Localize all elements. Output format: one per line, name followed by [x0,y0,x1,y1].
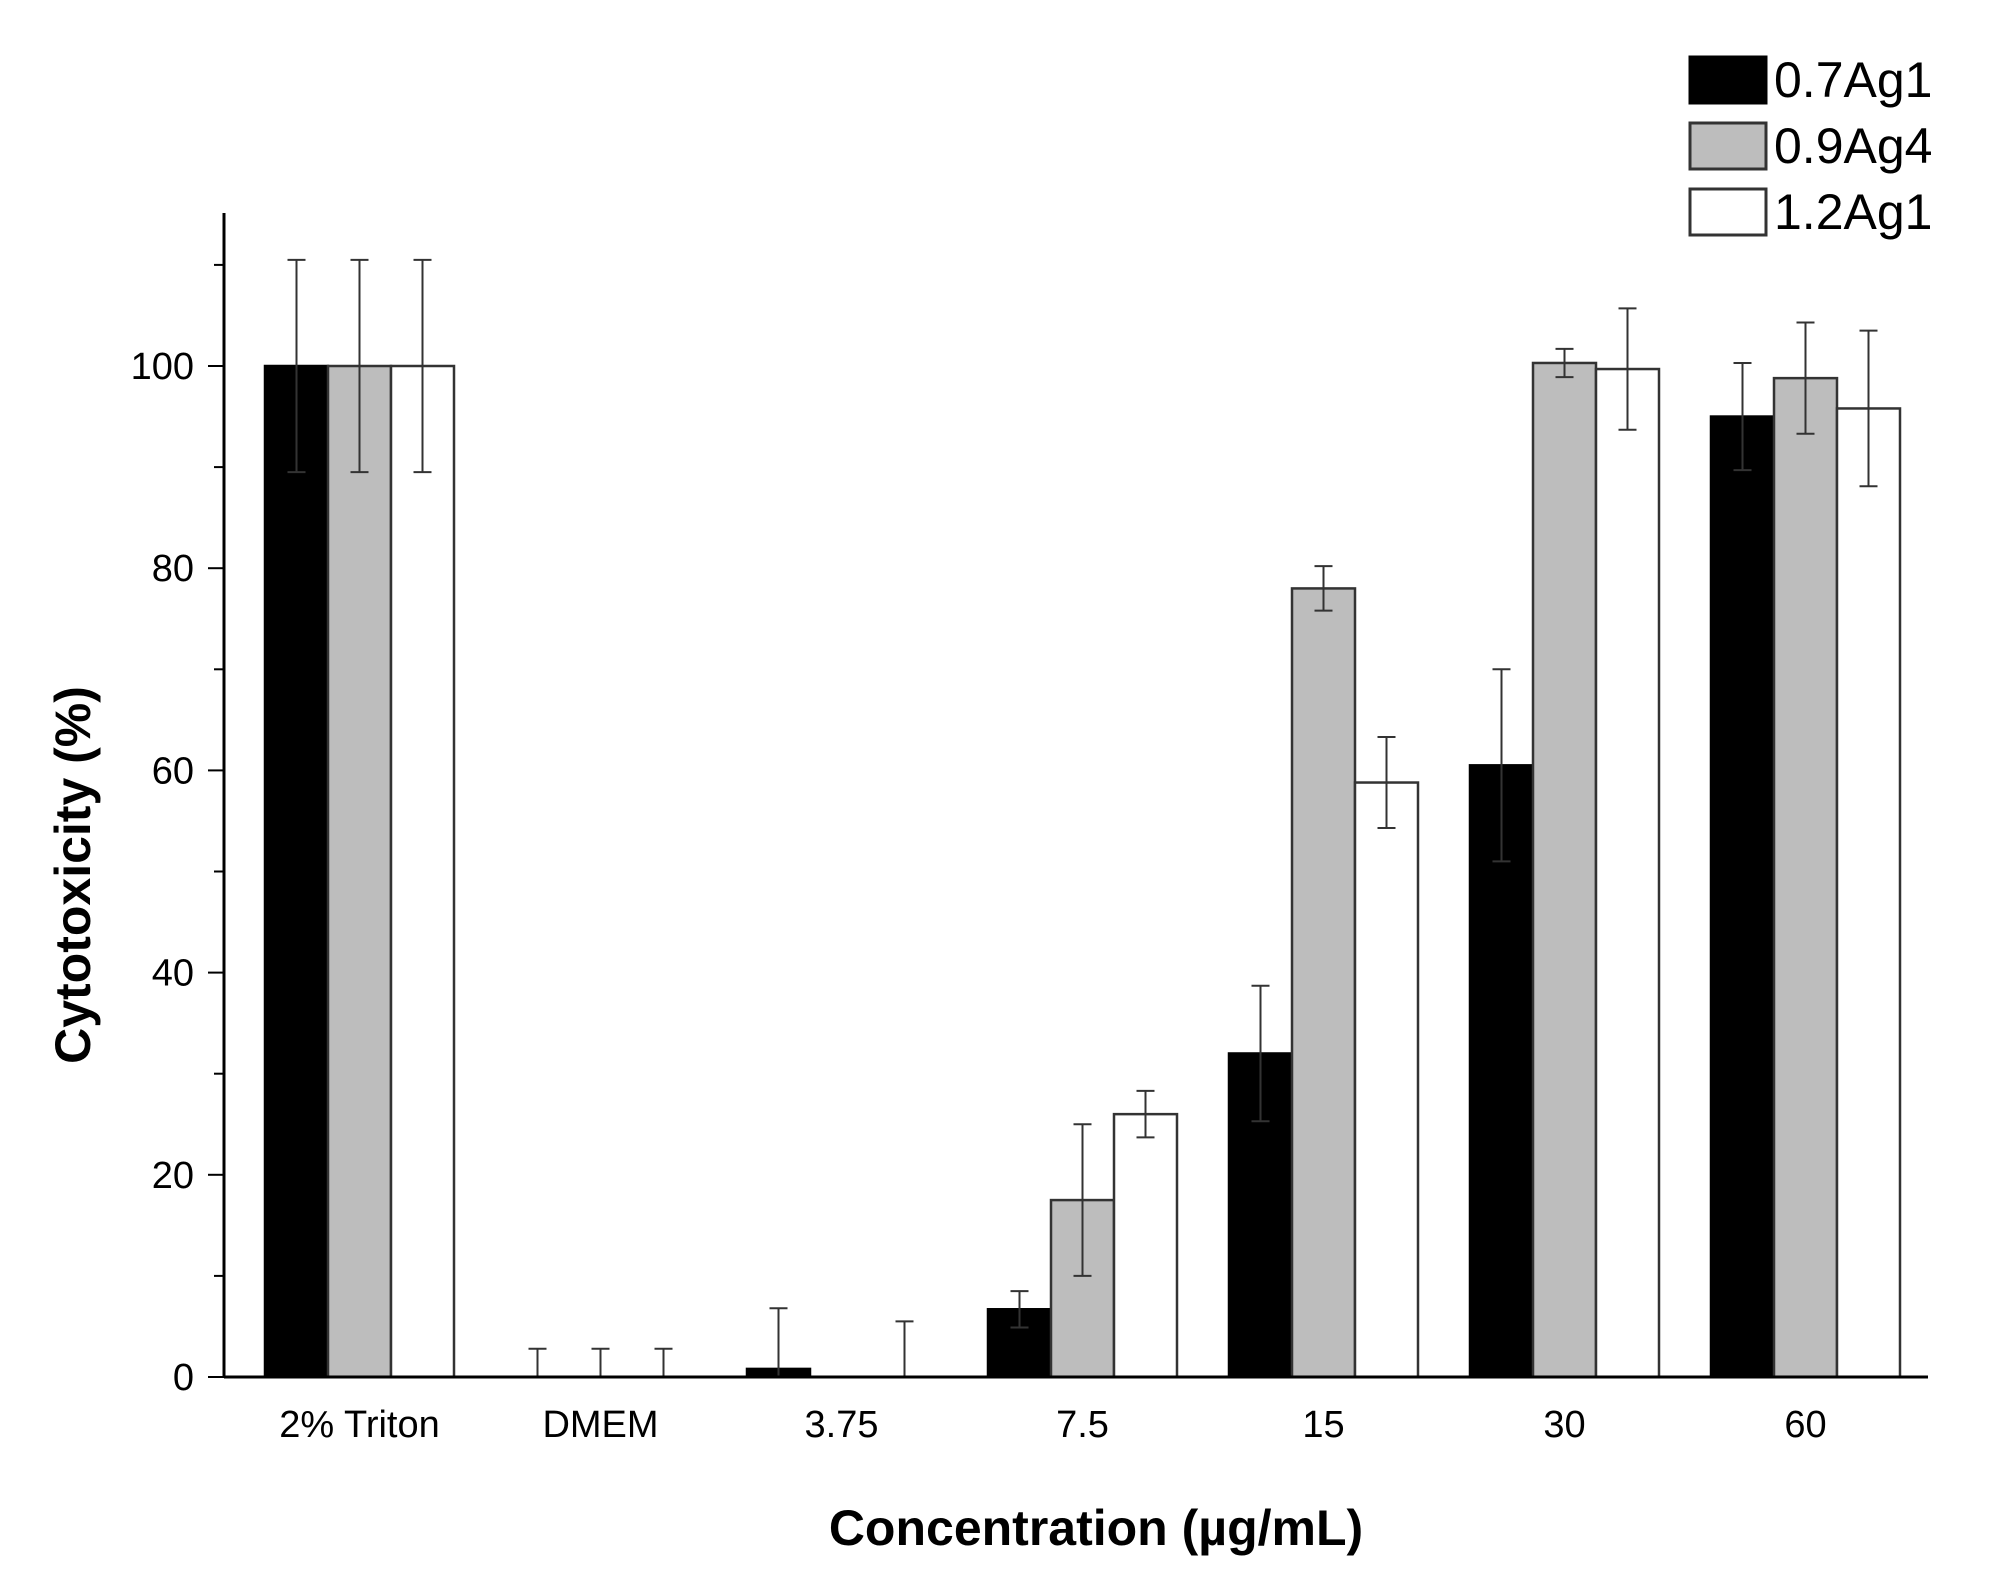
x-tick-label: 7.5 [1056,1404,1109,1446]
legend-label-0.7Ag1: 0.7Ag1 [1774,52,1932,108]
axes-layer [222,213,1928,1379]
bar-0.7Ag1-60 [1709,415,1776,1379]
legend-swatch-0.7Ag1 [1688,55,1768,105]
y-axis-title: Cytotoxicity (%) [45,686,101,1064]
bar-1.2Ag1-7.5 [1112,1112,1179,1379]
y-tick-label: 80 [152,548,194,590]
bar-1.2Ag1-2% Triton [389,364,456,1379]
bar-0.7Ag1-2% Triton [263,364,330,1379]
bar-0.9Ag4-30 [1531,361,1598,1379]
x-tick-label: 2% Triton [279,1404,440,1446]
x-tick-labels: 2% Triton DMEM 3.75 7.5 15 30 60 [279,1404,1826,1446]
bar-0.9Ag4-15 [1290,587,1357,1379]
legend: 0.7Ag1 0.9Ag4 1.2Ag1 [1688,52,1932,240]
bar-1.2Ag1-30 [1594,367,1661,1379]
legend-label-0.9Ag4: 0.9Ag4 [1774,118,1932,174]
y-tick-label: 40 [152,953,194,995]
y-tick-label: 0 [173,1357,194,1399]
bar-1.2Ag1-15 [1353,781,1420,1379]
error-bars-layer [287,258,1878,1377]
x-tick-label: 3.75 [805,1404,879,1446]
bar-1.2Ag1-60 [1835,407,1902,1379]
x-tick-label: DMEM [542,1404,658,1446]
x-axis-title: Concentration (µg/mL) [829,1500,1363,1556]
legend-swatch-1.2Ag1 [1688,187,1768,237]
bar-0.9Ag4-60 [1772,376,1839,1379]
y-ticks: 0 20 40 60 80 100 [131,263,224,1399]
bar-0.9Ag4-2% Triton [326,364,393,1379]
y-tick-label: 20 [152,1155,194,1197]
x-tick-label: 30 [1543,1404,1585,1446]
legend-label-1.2Ag1: 1.2Ag1 [1774,184,1932,240]
legend-swatch-0.9Ag4 [1688,121,1768,171]
y-tick-label: 60 [152,750,194,792]
x-tick-label: 60 [1784,1404,1826,1446]
x-tick-label: 15 [1302,1404,1344,1446]
y-tick-label: 100 [131,346,194,388]
